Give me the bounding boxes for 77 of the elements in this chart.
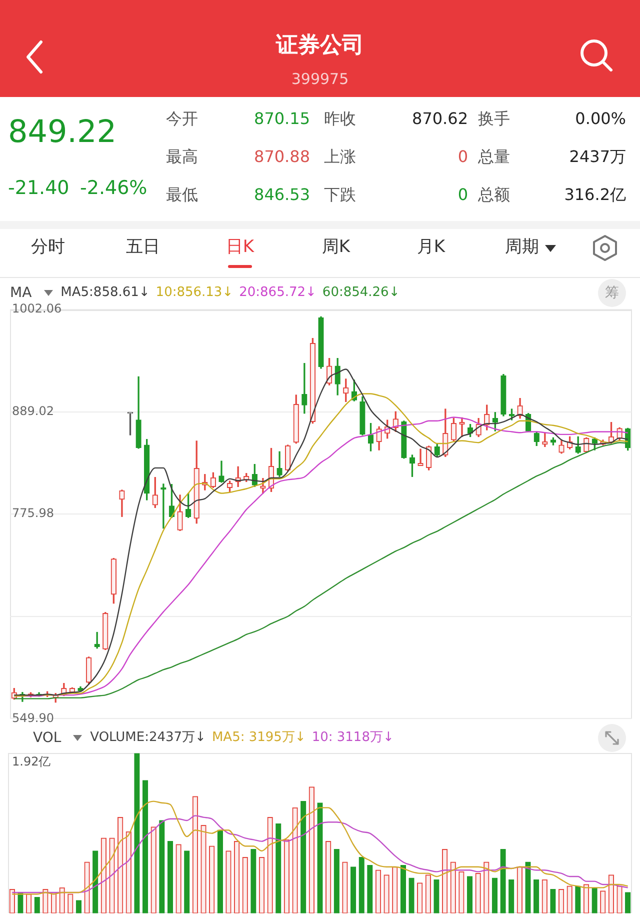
bar [367,864,373,914]
text: 最高 [166,147,198,166]
bar [500,848,506,914]
text: 证券公司 [276,33,364,58]
bar [34,896,40,914]
y-tick-label: 549.90 [12,710,54,725]
bar [492,878,498,914]
legend-title: MA [10,285,32,301]
text: 总额 [478,185,510,204]
bar [92,850,98,914]
bar [625,892,631,914]
text: 周K [322,237,350,258]
bar [434,879,440,914]
text: 870.15 [254,109,310,128]
text: 0.00% [575,109,626,128]
bar [159,820,165,914]
text: 870.62 [412,109,468,128]
bar [184,850,190,914]
bar [592,887,598,914]
annotation: 1.92亿 [12,754,51,768]
text: 月K [416,237,446,258]
text: 日K [226,237,254,258]
text: 最低 [166,185,198,204]
candlestick [160,484,166,529]
text: 上涨 [324,147,356,166]
bar [550,888,556,914]
bar [217,830,223,914]
text: -21.40 [8,177,70,200]
y-tick-label: 775.98 [12,506,54,520]
bar [167,840,174,914]
text: 10:856.13↓ [156,285,234,301]
bar [358,856,364,914]
text: MA5: 3195万↓ [212,730,306,746]
bar [533,879,540,914]
bar [317,802,323,914]
series-label: VOLUME:2437万↓ [90,730,206,746]
bar [134,753,140,914]
bar [575,886,581,914]
text: 849.22 [8,114,116,151]
text: 今开 [166,109,198,128]
text: -2.46% [80,177,148,200]
bar [300,800,306,914]
text: 60:854.26↓ [322,285,400,301]
text: 20:865.72↓ [239,285,316,301]
text: 870.88 [254,147,310,166]
bar [525,862,531,914]
text: 399975 [291,70,349,88]
text: MA5:858.61↓ [60,285,150,301]
text: 10: 3118万↓ [312,730,394,746]
bar [276,823,282,914]
legend-title: VOL [33,730,62,746]
text: 846.53 [254,185,310,204]
y-tick-label: 889.02 [12,404,54,418]
bar [508,879,514,914]
candlestick [418,448,424,466]
text: 周期 [505,237,539,258]
text: 0 [458,185,468,204]
bar [250,848,256,914]
bar [350,866,356,914]
y-tick-label: 1002.06 [12,302,62,316]
text: 0 [458,147,468,166]
bar [76,900,82,914]
bar [18,892,24,914]
text: 换手 [478,109,510,128]
bar [408,878,414,914]
text: 2437万 [569,147,626,166]
text: 下跌 [324,185,356,204]
text: 昨收 [324,109,356,128]
text: 316.2亿 [564,185,626,204]
bar [400,864,406,914]
text: 筹 [605,285,619,302]
text: 分时 [31,237,65,258]
bar [334,848,340,914]
bar [142,780,148,914]
bar [466,876,473,914]
text: 五日 [126,237,160,258]
text: 总量 [478,147,510,166]
